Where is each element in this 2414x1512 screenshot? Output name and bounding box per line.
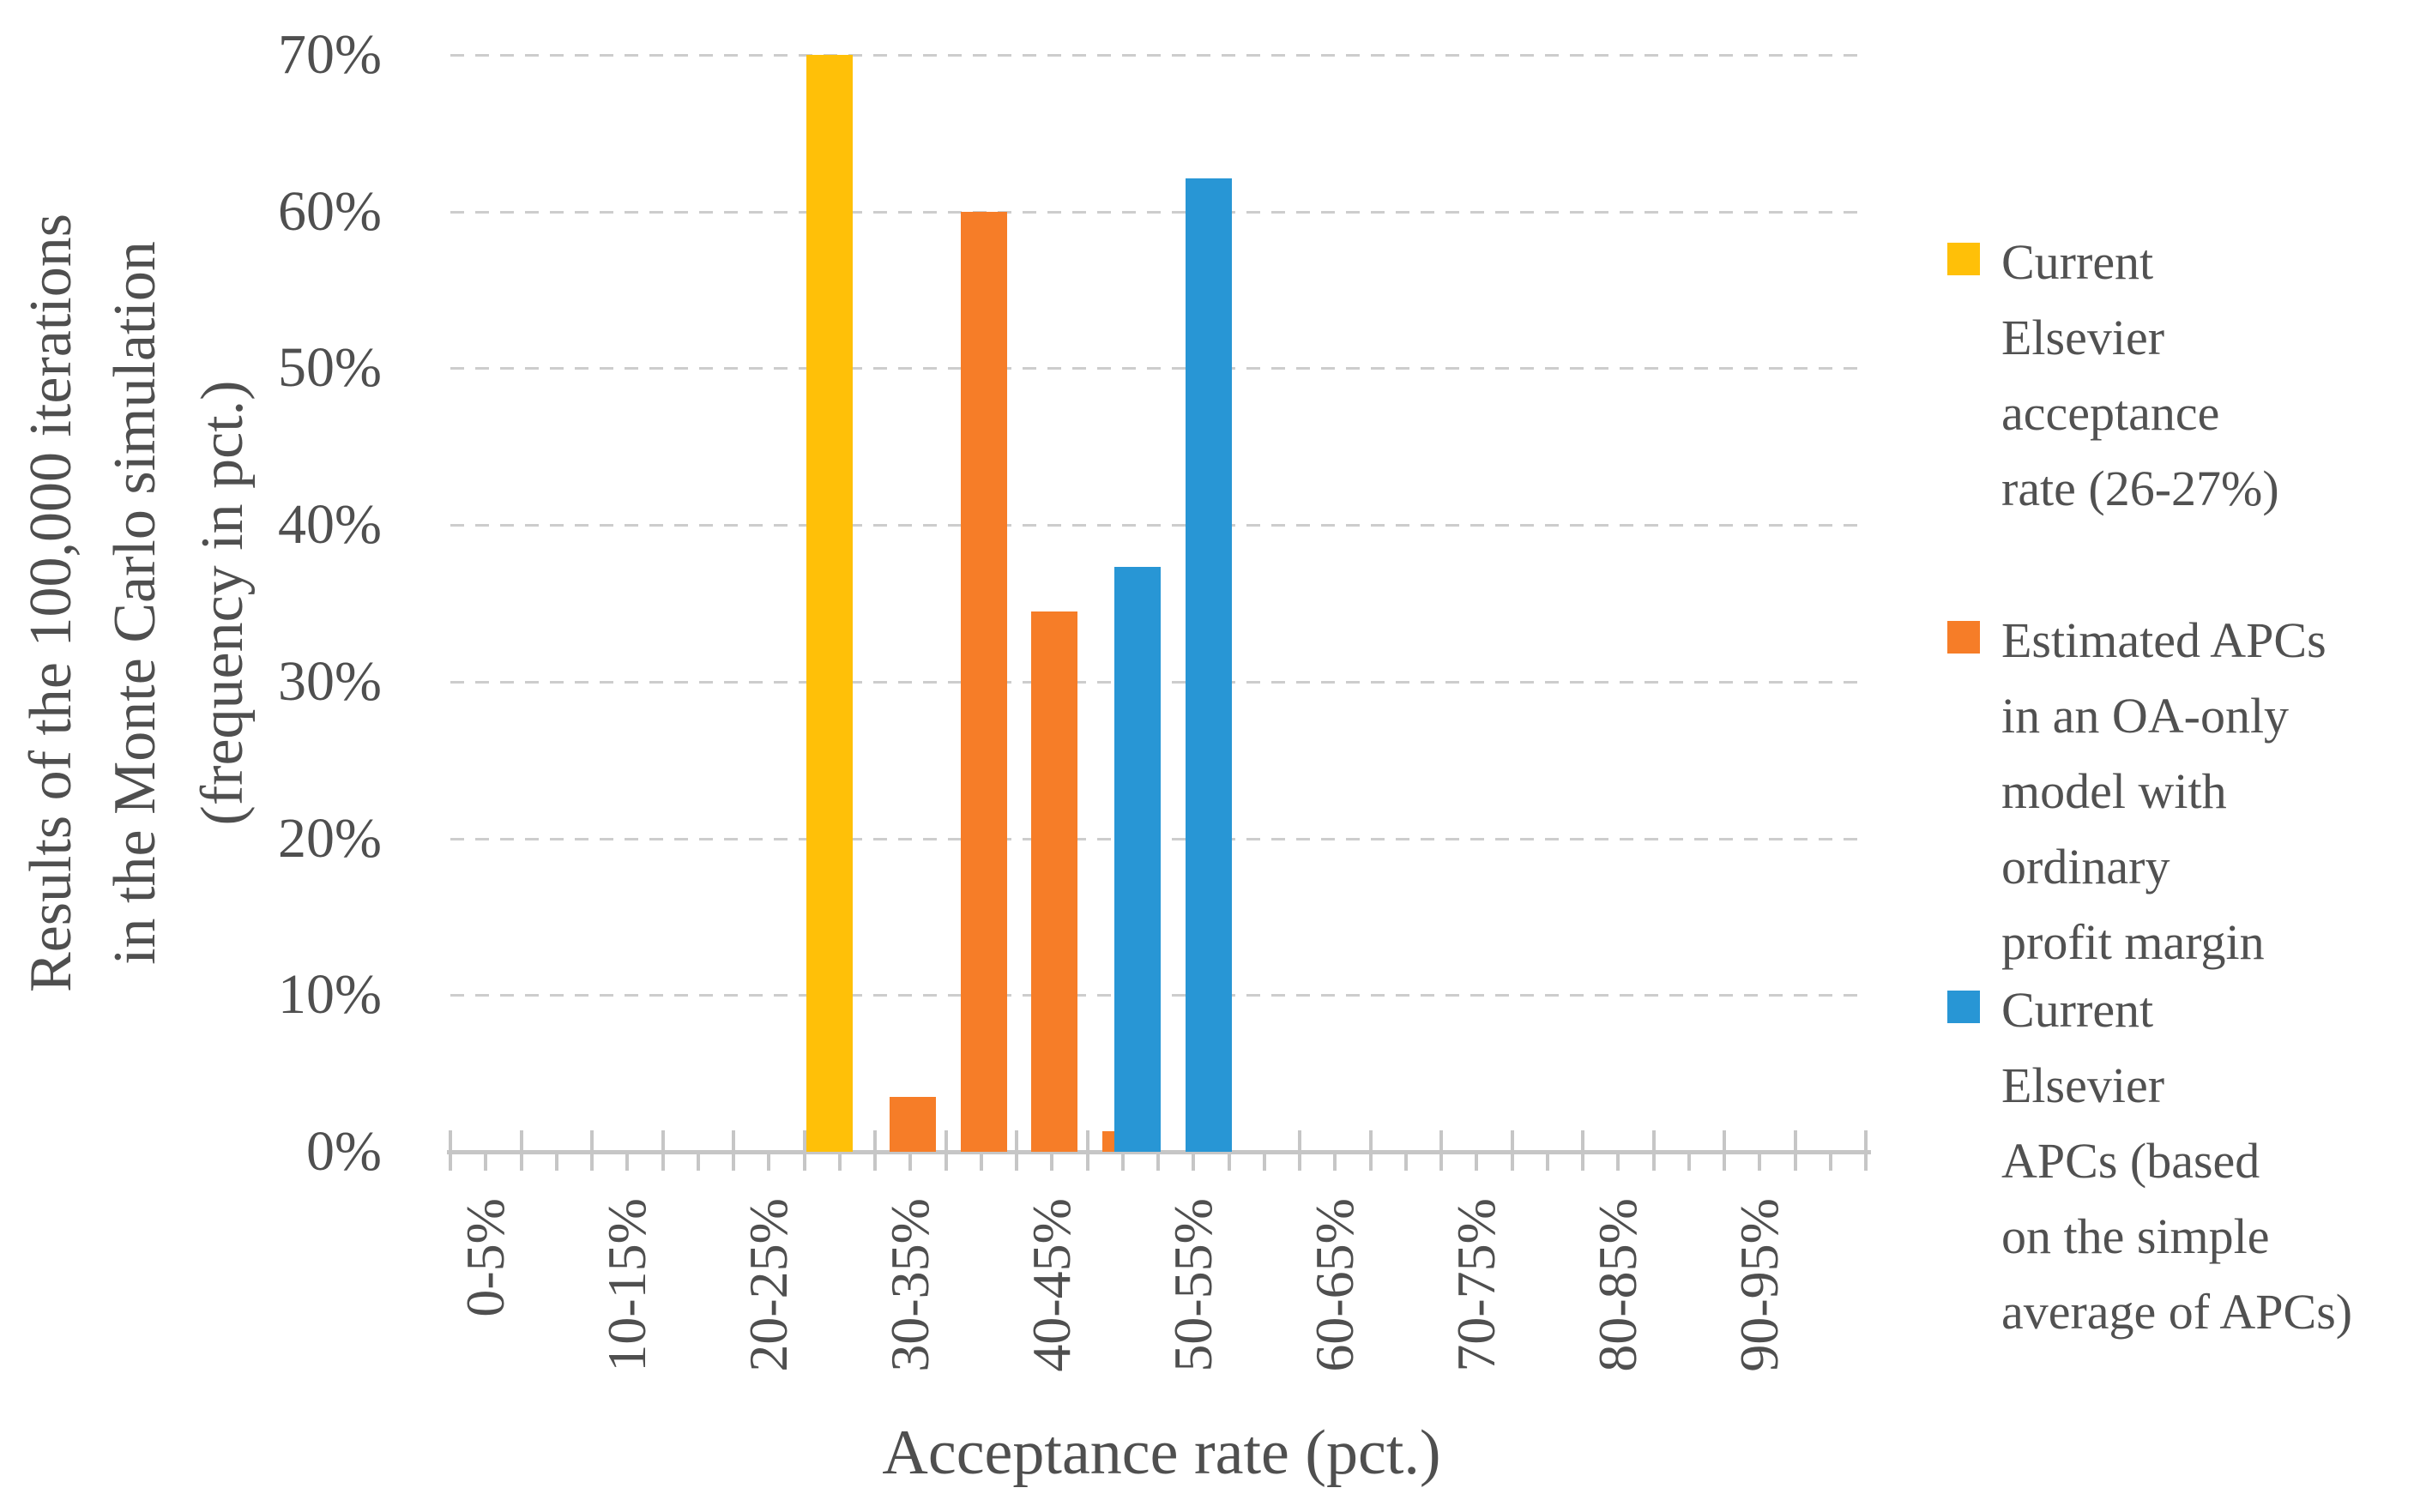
bar-series3-50-55%: [1185, 178, 1232, 1152]
x-axis-tick-major: [1723, 1130, 1726, 1171]
x-tick-label: 80-85%: [1587, 1198, 1649, 1372]
x-tick-label: 40-45%: [1021, 1198, 1083, 1372]
gridline-50: [450, 367, 1866, 370]
bar-series2-30-35%: [890, 1097, 936, 1152]
x-axis-tick-minor: [979, 1152, 983, 1171]
x-axis-tick-major: [661, 1130, 665, 1171]
x-axis-tick-minor: [1120, 1152, 1125, 1171]
legend-label-line: profit margin: [2001, 914, 2265, 970]
x-tick-label: 0-5%: [455, 1198, 516, 1317]
x-tick-label: 90-95%: [1729, 1198, 1790, 1372]
bar-series3-45-50%: [1114, 567, 1161, 1152]
x-axis-tick-minor: [625, 1152, 630, 1171]
legend-label-1: Current Elsevier acceptance rate (26-27%): [2001, 225, 2279, 527]
x-axis-tick-major: [1510, 1130, 1514, 1171]
x-axis-tick-minor: [837, 1152, 842, 1171]
y-tick-label: 0%: [306, 1120, 382, 1183]
y-tick-label: 20%: [278, 806, 382, 870]
bar-series2-35-40%: [960, 211, 1007, 1152]
y-tick-label: 40%: [278, 493, 382, 557]
x-tick-label: 60-65%: [1304, 1198, 1366, 1372]
x-axis-tick-minor: [908, 1152, 913, 1171]
legend-label-line: in an OA-only: [2001, 688, 2290, 744]
legend-swatch-3: [1947, 991, 1980, 1023]
bar-series2-40-45%: [1031, 611, 1077, 1152]
bar-series1-25-30%: [806, 55, 853, 1152]
legend-label-line: model with: [2001, 763, 2227, 819]
x-axis-tick-major: [732, 1130, 735, 1171]
x-axis-tick-major: [1793, 1130, 1797, 1171]
legend-label-3: Current Elsevier APCs (based on the simple a…: [2001, 973, 2352, 1350]
x-axis-tick-minor: [1475, 1152, 1479, 1171]
x-axis-tick-minor: [767, 1152, 771, 1171]
x-axis-tick-major: [1864, 1130, 1868, 1171]
x-axis-tick-minor: [484, 1152, 488, 1171]
y-axis-title-line: Results of the 100,000 iterations: [18, 214, 84, 992]
y-tick-label: 70%: [278, 23, 382, 86]
x-axis-tick-major: [1015, 1130, 1018, 1171]
x-axis-tick-minor: [1758, 1152, 1762, 1171]
y-axis-title-line: (frequency in pct.): [190, 380, 256, 826]
legend-label-line: on the simple: [2001, 1208, 2270, 1264]
legend-label-line: Elsevier: [2001, 310, 2165, 365]
legend-label-line: APCs (based: [2001, 1133, 2260, 1189]
x-tick-label: 50-55%: [1162, 1198, 1224, 1372]
x-axis-tick-minor: [1616, 1152, 1620, 1171]
y-tick-label: 30%: [278, 649, 382, 713]
x-axis-tick-minor: [1403, 1152, 1408, 1171]
x-axis-tick-major: [1439, 1130, 1443, 1171]
y-tick-label: 60%: [278, 179, 382, 243]
x-axis-tick-major: [1298, 1130, 1301, 1171]
x-axis-tick-major: [944, 1130, 948, 1171]
x-axis-tick-minor: [1828, 1152, 1832, 1171]
x-axis-title: Acceptance rate (pct.): [882, 1418, 1441, 1488]
x-axis-tick-major: [1581, 1130, 1584, 1171]
x-axis-tick-major: [519, 1130, 523, 1171]
gridline-40: [450, 524, 1866, 527]
x-axis-tick-major: [802, 1130, 806, 1171]
x-axis-tick-major: [873, 1130, 877, 1171]
x-axis-tick-minor: [554, 1152, 558, 1171]
x-axis-tick-major: [1651, 1130, 1656, 1171]
y-tick-label: 10%: [278, 963, 382, 1027]
legend-label-line: ordinary: [2001, 839, 2170, 895]
x-axis-tick-minor: [1050, 1152, 1054, 1171]
x-axis-tick-major: [1085, 1130, 1089, 1171]
legend-swatch-2: [1947, 621, 1980, 654]
legend-label-line: rate (26-27%): [2001, 461, 2279, 516]
x-axis-tick-minor: [1545, 1152, 1549, 1171]
legend-label-line: average of APCs): [2001, 1284, 2353, 1340]
legend-label-line: Elsevier: [2001, 1057, 2165, 1113]
legend-label-line: Current: [2001, 234, 2154, 290]
x-tick-label: 20-25%: [738, 1198, 800, 1372]
legend-swatch-1: [1947, 243, 1980, 275]
legend-label-2: Estimated APCs in an OA-only model with ord…: [2001, 603, 2326, 980]
y-tick-label: 50%: [278, 336, 382, 400]
x-axis-tick-major: [590, 1130, 594, 1171]
x-axis-tick-minor: [1192, 1152, 1196, 1171]
gridline-60: [450, 210, 1866, 214]
x-tick-label: 70-75%: [1445, 1198, 1507, 1372]
x-tick-label: 30-35%: [879, 1198, 941, 1372]
legend-label-line: Current: [2001, 982, 2154, 1038]
x-tick-label: 10-15%: [596, 1198, 658, 1372]
gridline-70: [450, 54, 1866, 57]
legend-label-line: acceptance: [2001, 385, 2220, 441]
x-axis-tick-minor: [1687, 1152, 1691, 1171]
x-axis-tick-minor: [696, 1152, 700, 1171]
x-axis-tick-minor: [1333, 1152, 1337, 1171]
legend-label-line: Estimated APCs: [2001, 612, 2326, 668]
x-axis-tick-major: [449, 1130, 452, 1171]
x-axis-tick-minor: [1262, 1152, 1266, 1171]
x-axis-tick-major: [1368, 1130, 1373, 1171]
